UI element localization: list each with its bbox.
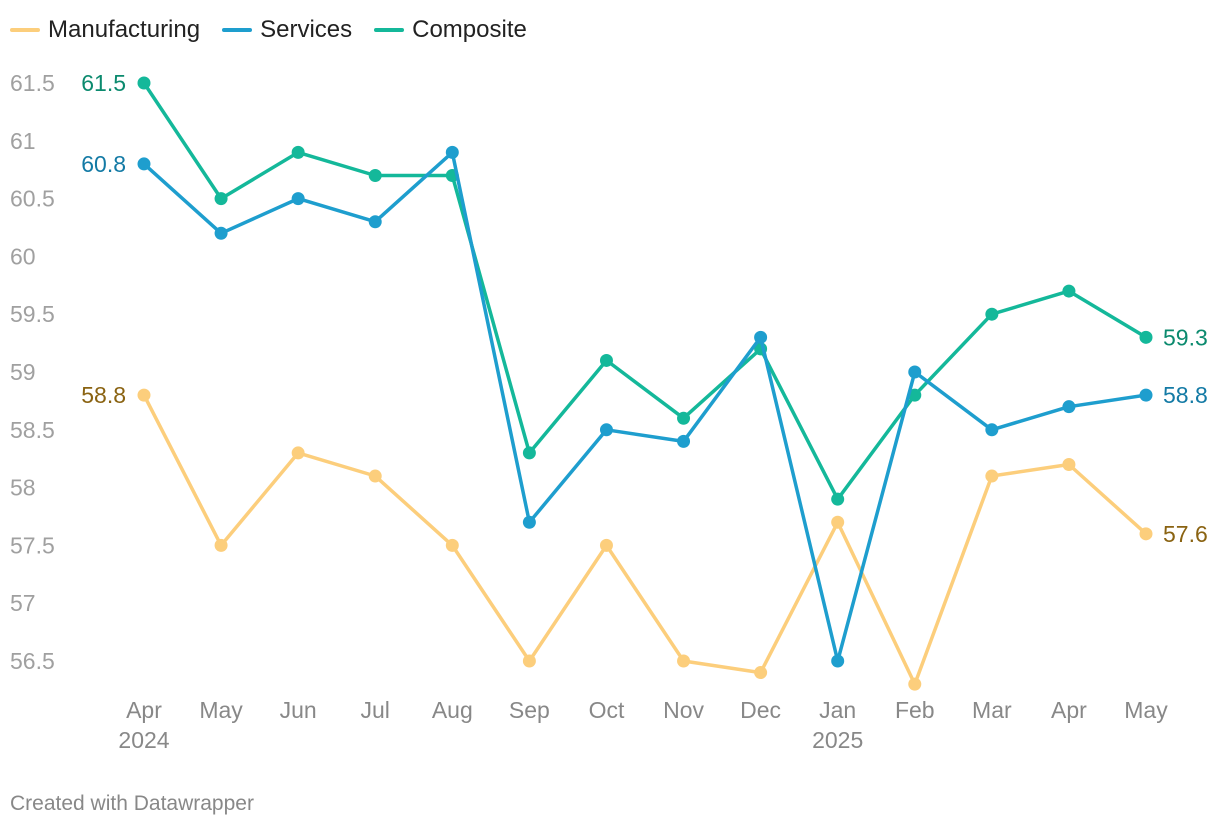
x-tick-label: Feb	[895, 697, 935, 723]
series-line-composite	[142, 81, 1148, 501]
legend-label-manufacturing: Manufacturing	[48, 16, 201, 43]
x-tick-label: May	[199, 697, 243, 723]
data-point-manufacturing	[599, 538, 613, 552]
y-tick-label: 60.5	[10, 186, 55, 212]
data-point-manufacturing	[985, 469, 999, 483]
y-tick-label: 59.5	[10, 301, 55, 327]
data-point-composite	[368, 168, 382, 182]
y-tick-label: 61.5	[10, 70, 55, 96]
data-point-manufacturing	[1062, 457, 1076, 471]
data-point-manufacturing	[831, 515, 845, 529]
x-tick-label: Dec	[740, 697, 781, 723]
legend-item-composite[interactable]: Composite	[374, 16, 527, 44]
data-point-manufacturing	[445, 538, 459, 552]
data-point-manufacturing	[908, 677, 922, 691]
x-tick-label: Jul	[361, 697, 390, 723]
data-point-composite	[137, 76, 151, 90]
data-point-services	[1139, 388, 1153, 402]
data-point-composite	[677, 411, 691, 425]
y-tick-label: 61	[10, 128, 36, 154]
start-value-label-composite: 61.5	[81, 70, 126, 96]
data-point-services	[1062, 400, 1076, 414]
data-point-services	[677, 434, 691, 448]
end-value-label-composite: 59.3	[1163, 324, 1208, 350]
data-point-services	[985, 423, 999, 437]
data-point-manufacturing	[214, 538, 228, 552]
legend-swatch-composite	[374, 28, 405, 32]
legend-label-services: Services	[260, 16, 353, 43]
x-tick-label: Apr	[126, 697, 162, 723]
data-point-services	[368, 215, 382, 229]
x-tick-year-label: 2024	[118, 727, 169, 753]
data-point-manufacturing	[137, 388, 151, 402]
y-tick-label: 57	[10, 590, 36, 616]
data-point-services	[445, 145, 459, 159]
series-line-services	[142, 150, 1148, 663]
data-point-services	[291, 192, 305, 206]
series-line-manufacturing	[142, 393, 1148, 686]
data-point-manufacturing	[368, 469, 382, 483]
x-tick-label: Jun	[280, 697, 317, 723]
x-tick-label: Jan	[819, 697, 856, 723]
x-tick-label: Oct	[589, 697, 625, 723]
data-point-manufacturing	[1139, 527, 1153, 541]
line-chart: 61.5 61 60.5 60 59.5 59 58.5 58 57.5 57 56.5 Apr 202…	[10, 70, 1208, 753]
legend-swatch-manufacturing	[10, 28, 40, 32]
data-point-composite	[214, 192, 228, 206]
end-value-label-services: 58.8	[1163, 382, 1208, 408]
y-tick-label: 60	[10, 243, 36, 269]
start-value-label-services: 60.8	[81, 151, 126, 177]
x-tick-label: Sep	[509, 697, 550, 723]
data-point-services	[754, 330, 768, 344]
data-point-composite	[908, 388, 922, 402]
end-value-label-manufacturing: 57.6	[1163, 521, 1208, 547]
x-tick-label: Apr	[1051, 697, 1087, 723]
y-tick-label: 58	[10, 475, 36, 501]
data-point-composite	[1062, 284, 1076, 298]
x-tick-label: May	[1124, 697, 1168, 723]
data-point-composite	[831, 492, 845, 506]
y-tick-label: 57.5	[10, 532, 55, 558]
legend: Manufacturing Services Composite	[10, 14, 549, 46]
legend-item-services[interactable]: Services	[222, 16, 352, 44]
data-point-composite	[522, 446, 536, 460]
data-point-services	[908, 365, 922, 379]
x-tick-label: Aug	[432, 697, 473, 723]
y-tick-label: 56.5	[10, 648, 55, 674]
legend-item-manufacturing[interactable]: Manufacturing	[10, 16, 200, 44]
x-tick-label: Nov	[663, 697, 704, 723]
credit-text: Created with Datawrapper	[10, 792, 254, 815]
x-tick-year-label: 2025	[812, 727, 863, 753]
data-point-manufacturing	[677, 654, 691, 668]
legend-label-composite: Composite	[412, 16, 527, 43]
data-point-services	[522, 515, 536, 529]
start-value-label-manufacturing: 58.8	[81, 382, 126, 408]
data-point-services	[214, 226, 228, 240]
data-point-services	[599, 423, 613, 437]
data-point-manufacturing	[754, 666, 768, 680]
legend-swatch-services	[222, 28, 253, 32]
data-point-composite	[599, 353, 613, 367]
data-point-manufacturing	[291, 446, 305, 460]
data-point-composite	[1139, 330, 1153, 344]
data-point-manufacturing	[522, 654, 536, 668]
data-point-composite	[291, 145, 305, 159]
y-tick-label: 58.5	[10, 417, 55, 443]
y-tick-label: 59	[10, 359, 36, 385]
data-point-services	[137, 157, 151, 171]
data-point-composite	[985, 307, 999, 321]
data-point-services	[831, 654, 845, 668]
x-tick-label: Mar	[972, 697, 1012, 723]
